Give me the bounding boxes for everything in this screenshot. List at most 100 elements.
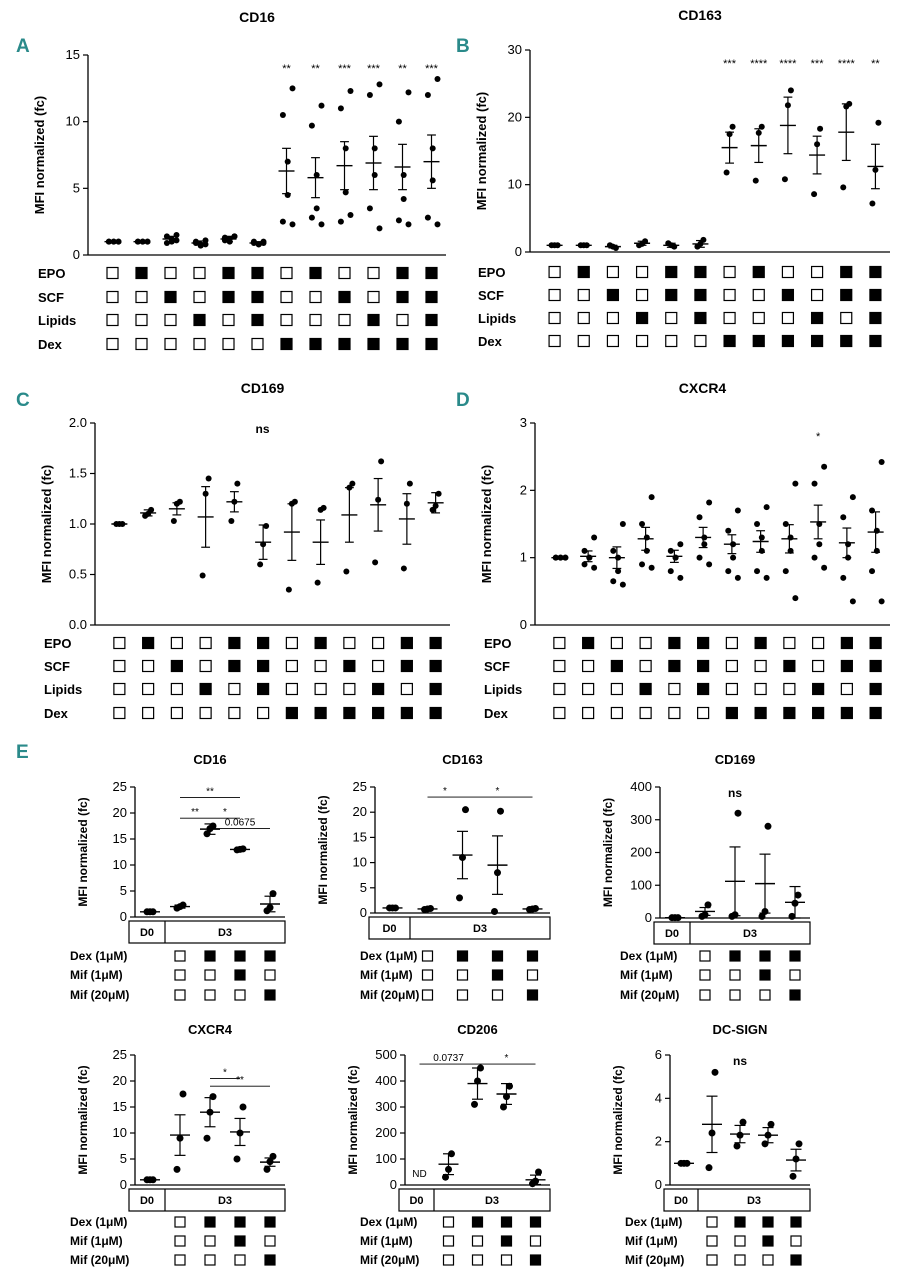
condition-box [135, 313, 148, 327]
data-point [672, 554, 679, 561]
condition-box [812, 706, 825, 720]
data-point [821, 564, 828, 571]
data-point [677, 541, 684, 548]
data-point [203, 1134, 211, 1142]
data-point [343, 568, 350, 575]
condition-box [610, 706, 623, 720]
data-point [395, 118, 402, 125]
condition-box [500, 1216, 513, 1228]
condition-box [553, 659, 566, 673]
condition-box [234, 1254, 246, 1266]
y-tick-label: 3 [520, 415, 527, 430]
data-point [667, 547, 674, 554]
condition-box [840, 682, 853, 696]
data-point [733, 1142, 741, 1150]
data-point [752, 177, 759, 184]
y-tick-label: 500 [375, 1047, 397, 1062]
condition-box [222, 337, 235, 351]
condition-row-label: Dex [38, 337, 63, 352]
y-tick-label: 400 [375, 1073, 397, 1088]
ns-label: ns [255, 422, 269, 436]
condition-row-label: Mif (20μM) [70, 1253, 129, 1267]
condition-box [367, 337, 380, 351]
condition-row-label: Mif (20μM) [625, 1253, 684, 1267]
condition-box [781, 288, 795, 302]
condition-box [606, 288, 620, 302]
phase-label-d3: D3 [485, 1195, 499, 1207]
data-point [284, 158, 291, 165]
condition-box [142, 682, 155, 696]
y-tick-label: 4 [655, 1090, 662, 1105]
condition-box [706, 1254, 718, 1266]
data-point [869, 568, 876, 575]
y-tick-label: 20 [353, 804, 367, 819]
data-point [821, 463, 828, 470]
data-point [442, 1173, 449, 1181]
significance-label: * [816, 431, 821, 443]
y-tick-label: 20 [113, 805, 127, 820]
data-point [706, 499, 713, 506]
y-tick-label: 5 [360, 880, 367, 895]
condition-box [338, 313, 351, 327]
condition-box [396, 290, 409, 304]
y-tick-label: 0 [120, 909, 127, 924]
condition-box [553, 706, 566, 720]
data-point [643, 547, 650, 554]
significance-label: *** [811, 58, 825, 70]
condition-box [421, 950, 434, 962]
data-point [285, 586, 292, 593]
condition-box [228, 659, 241, 673]
condition-box [723, 288, 736, 302]
phase-label-d0: D0 [665, 928, 679, 940]
condition-box [729, 950, 741, 962]
phase-label-d3: D3 [218, 1195, 232, 1207]
condition-box [429, 706, 442, 720]
condition-box [781, 265, 795, 279]
panel-letter-c: C [16, 390, 30, 411]
data-point [734, 574, 741, 581]
data-point [754, 568, 761, 575]
data-point [591, 534, 598, 541]
significance-label: ** [311, 63, 320, 75]
y-tick-label: 15 [353, 829, 367, 844]
significance-label: *** [367, 63, 381, 75]
y-axis-label: MFI normalized (fc) [346, 1065, 360, 1174]
condition-box [694, 334, 707, 348]
condition-box [725, 659, 738, 673]
data-point [725, 527, 732, 534]
y-tick-label: 100 [630, 877, 652, 892]
y-tick-label: 10 [113, 857, 127, 872]
y-tick-label: 5 [73, 180, 80, 195]
y-tick-label: 2 [520, 482, 527, 497]
condition-box [706, 1235, 718, 1247]
condition-box [789, 969, 801, 981]
data-point [400, 196, 407, 202]
condition-box [697, 636, 710, 650]
condition-box [314, 682, 327, 696]
data-point [840, 574, 847, 581]
condition-box [606, 311, 620, 325]
y-tick-label: 5 [120, 1151, 127, 1166]
data-point [233, 1155, 241, 1163]
data-point [764, 822, 772, 830]
data-point [729, 123, 736, 130]
condition-box [429, 682, 442, 696]
data-point [767, 1120, 775, 1128]
condition-box [529, 1216, 542, 1228]
condition-box [694, 311, 707, 325]
phase-label-d0: D0 [409, 1195, 423, 1207]
condition-box [456, 989, 469, 1001]
condition-row-label: Dex (1μM) [360, 949, 417, 963]
data-point [610, 547, 617, 554]
significance-label: * [496, 786, 500, 797]
data-point [173, 237, 180, 244]
condition-box [280, 337, 293, 351]
condition-box [790, 1235, 802, 1247]
condition-box [723, 311, 736, 325]
phase-box [653, 921, 811, 945]
data-point [372, 559, 379, 566]
condition-box [400, 706, 413, 720]
condition-box [106, 337, 119, 351]
data-point [811, 480, 818, 487]
data-point [792, 595, 799, 602]
